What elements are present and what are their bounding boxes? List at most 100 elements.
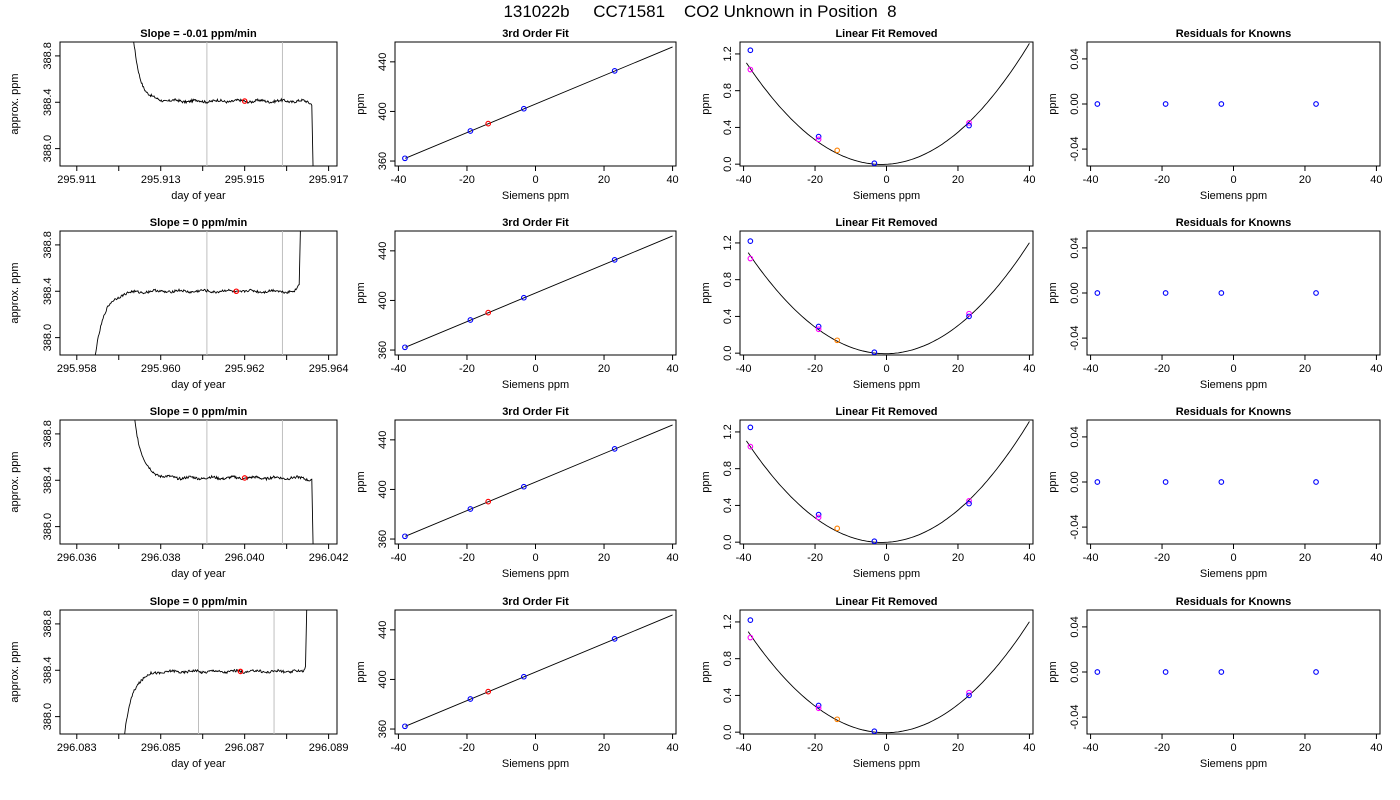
data-point-known — [520, 294, 527, 301]
y-axis-label: ppm — [700, 282, 712, 303]
x-axis-label: Siemens ppm — [502, 379, 569, 391]
x-tick-label: 40 — [1023, 552, 1035, 564]
data-point-measured — [747, 443, 754, 450]
x-tick-label: -40 — [390, 363, 406, 375]
data-point-known — [1162, 290, 1169, 296]
x-tick-label: 40 — [666, 742, 678, 754]
data-point-unknown — [485, 498, 492, 505]
data-point-known — [815, 511, 822, 518]
panel-residuals-row3: Residuals for Knowns -40 -20 0 20 40 -0.04 0.00… — [1047, 406, 1383, 580]
panel-title: 3rd Order Fit — [502, 217, 569, 229]
data-point-known — [747, 47, 754, 54]
x-tick-label: 40 — [1370, 552, 1382, 564]
panel-title: Slope = 0 ppm/min — [150, 406, 248, 418]
plot-frame — [739, 609, 1034, 735]
y-tick-label: 0.04 — [1069, 426, 1081, 447]
plot-area — [746, 43, 1030, 166]
data-point-known — [1162, 669, 1169, 675]
panel-title: Linear Fit Removed — [835, 406, 937, 418]
y-tick-label: 388.8 — [42, 42, 54, 70]
data-point-unknown — [485, 309, 492, 316]
y-tick-label: 440 — [377, 242, 389, 260]
x-tick-label: 20 — [598, 174, 610, 186]
x-tick-label: 20 — [952, 552, 964, 564]
sample-marker — [241, 475, 248, 481]
panel-fit-row1: 3rd Order Fit -40 -20 0 20 40 360 400 440 Siemens… — [355, 28, 679, 202]
data-point-known — [611, 636, 618, 642]
panel-title: Slope = 0 ppm/min — [150, 596, 248, 608]
y-tick-label: 360 — [377, 341, 389, 359]
y-axis-label: ppm — [700, 93, 712, 114]
data-point-measured — [815, 326, 822, 333]
parabola-curve — [747, 621, 1030, 734]
data-point-measured — [966, 689, 972, 696]
x-tick-label: -20 — [1154, 174, 1170, 186]
y-tick-label: 360 — [377, 152, 389, 170]
x-tick-label: 0 — [1230, 552, 1236, 564]
x-axis-label: Siemens ppm — [1200, 568, 1267, 580]
x-tick-label: -40 — [1083, 363, 1099, 375]
y-tick-label: 1.2 — [722, 235, 734, 250]
y-tick-label: 388.4 — [42, 656, 54, 684]
panel-title: 3rd Order Fit — [502, 596, 569, 608]
y-axis-label: ppm — [700, 661, 712, 682]
x-tick-label: -40 — [1083, 742, 1099, 754]
data-point-known — [467, 696, 474, 702]
x-tick-label: 40 — [666, 363, 678, 375]
plot-area — [747, 617, 1030, 734]
x-tick-label: 295.958 — [57, 363, 97, 375]
x-tick-label: 40 — [1023, 174, 1035, 186]
x-tick-label: 295.913 — [141, 174, 181, 186]
y-tick-label: 0.04 — [1069, 616, 1081, 637]
data-point-known — [402, 344, 408, 351]
y-axis-label: ppm — [1047, 661, 1059, 682]
data-point-measured — [966, 119, 972, 126]
data-point-known — [611, 257, 618, 263]
x-tick-label: 295.917 — [309, 174, 349, 186]
plot-area — [402, 46, 673, 162]
y-tick-label: 0.0 — [722, 157, 734, 172]
x-tick-label: 40 — [1370, 363, 1382, 375]
y-tick-label: 388.0 — [42, 135, 54, 163]
data-point-unknown — [485, 688, 492, 695]
data-point-known — [520, 105, 527, 112]
x-axis-label: Siemens ppm — [1200, 379, 1267, 391]
x-axis-label: day of year — [171, 568, 226, 580]
x-tick-label: 20 — [598, 552, 610, 564]
x-tick-label: -20 — [459, 552, 475, 564]
data-point-known — [1094, 290, 1101, 296]
y-tick-label: 388.4 — [42, 277, 54, 305]
y-tick-label: 0.00 — [1069, 282, 1081, 303]
plot-frame — [1086, 419, 1381, 545]
x-axis-label: day of year — [171, 379, 226, 391]
x-tick-label: -40 — [390, 552, 406, 564]
fit-line — [405, 424, 673, 537]
panel-linear_removed-row2: Linear Fit Removed -40 -20 0 20 40 0.0 0.4 0.8 1.… — [700, 217, 1036, 391]
data-point-known — [520, 673, 527, 680]
y-tick-label: 388.0 — [42, 703, 54, 731]
y-axis-label: ppm — [1047, 282, 1059, 303]
y-tick-label: 1.2 — [722, 424, 734, 439]
x-tick-label: 20 — [598, 363, 610, 375]
x-axis-label: Siemens ppm — [853, 190, 920, 202]
plot-area — [1094, 669, 1319, 675]
x-tick-label: 40 — [666, 552, 678, 564]
y-tick-label: 440 — [377, 53, 389, 71]
data-point-known — [611, 68, 618, 74]
x-tick-label: 40 — [1023, 742, 1035, 754]
y-tick-label: 388.8 — [42, 420, 54, 448]
x-tick-label: 296.083 — [57, 742, 97, 754]
x-axis-label: Siemens ppm — [853, 758, 920, 770]
data-point-interpolated — [834, 337, 841, 344]
x-axis-label: Siemens ppm — [502, 190, 569, 202]
x-tick-label: -40 — [736, 552, 752, 564]
x-tick-label: -40 — [390, 742, 406, 754]
x-tick-label: 296.042 — [309, 552, 349, 564]
panel-timeseries-row2: Slope = 0 ppm/min 295.958 295.960 295.962 29… — [9, 217, 348, 391]
y-tick-label: 0.00 — [1069, 93, 1081, 114]
plot-area — [134, 420, 314, 544]
data-point-known — [815, 702, 822, 709]
x-tick-label: 20 — [952, 174, 964, 186]
x-tick-label: -20 — [1154, 552, 1170, 564]
